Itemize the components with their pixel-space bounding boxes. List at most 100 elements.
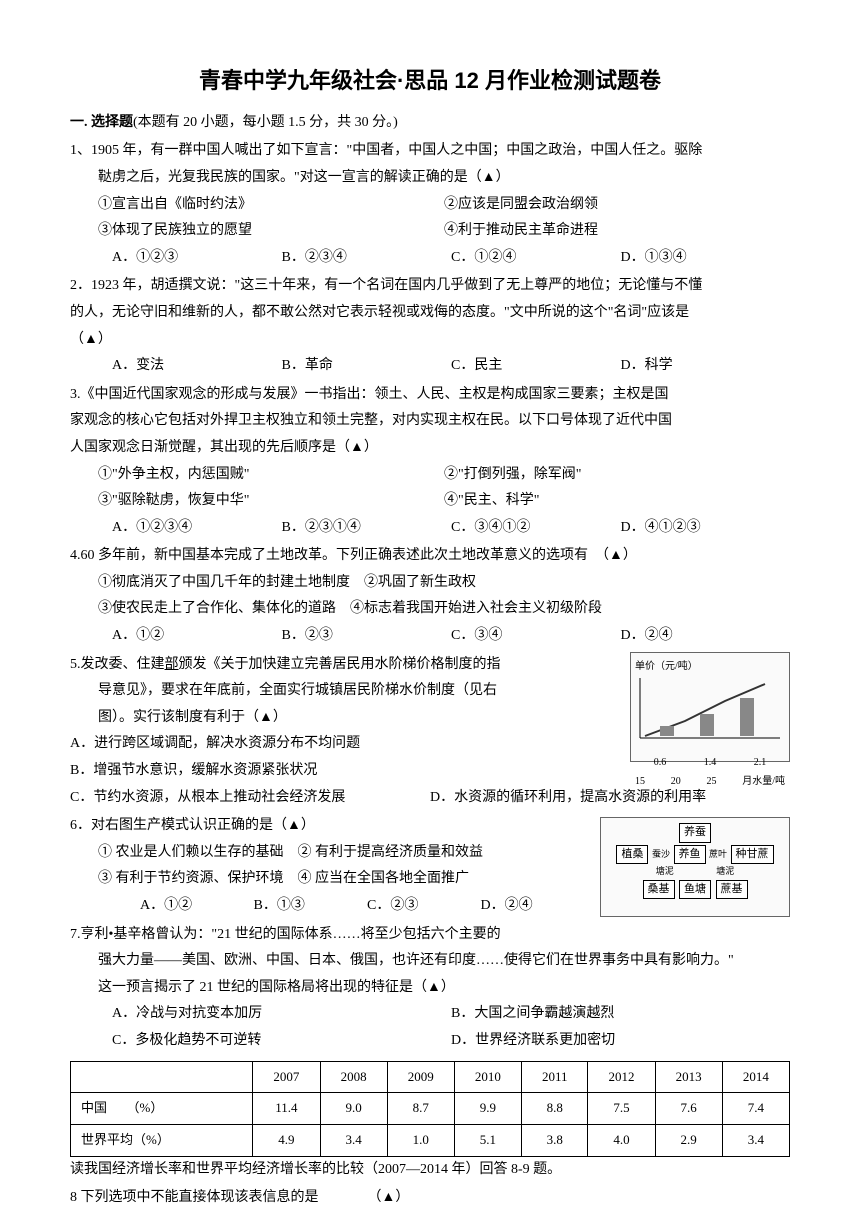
table-header: 2009 <box>387 1061 454 1093</box>
q4-choice-a: A．①② <box>112 623 282 650</box>
q6-choice-d: D．②④ <box>481 893 595 920</box>
q4-choice-d: D．②④ <box>621 623 791 650</box>
table-cell: 7.5 <box>588 1093 655 1125</box>
q1-opt3: ③体现了民族独立的愿望 <box>98 218 444 245</box>
diagram-box: 种甘蔗 <box>731 845 774 864</box>
q5-choice-c: C．节约水资源，从根本上推动社会经济发展 <box>70 785 430 812</box>
q3-choice-a: A．①②③④ <box>112 515 282 542</box>
chart-svg <box>635 676 785 746</box>
q6-choice-a: A．①② <box>140 893 254 920</box>
table-cell: 2.9 <box>655 1124 722 1156</box>
table-cell: 11.4 <box>253 1093 320 1125</box>
table-header: 2008 <box>320 1061 387 1093</box>
table-row: 世界平均（%） 4.9 3.4 1.0 5.1 3.8 4.0 2.9 3.4 <box>71 1124 790 1156</box>
q7-choice-d: D．世界经济联系更加密切 <box>451 1028 790 1055</box>
q1-choice-b: B．②③④ <box>282 245 452 272</box>
q3-opt3: ③"驱除鞑虏，恢复中华" <box>98 488 444 515</box>
table-row: 中国 （%） 11.4 9.0 8.7 9.9 8.8 7.5 7.6 7.4 <box>71 1093 790 1125</box>
q3-opt1: ①"外争主权，内惩国贼" <box>98 462 444 489</box>
q4-stem: 4.60 多年前，新中国基本完成了土地改革。下列正确表述此次土地改革意义的选项有… <box>70 543 790 570</box>
diagram-box: 蔗基 <box>716 880 748 899</box>
q4-choice-c: C．③④ <box>451 623 621 650</box>
q1-stem-line2: 鞑虏之后，光复我民族的国家。"对这一宣言的解读正确的是（▲） <box>70 165 790 192</box>
question-7: 7.亨利•基辛格曾认为："21 世纪的国际体系……将至少包括六个主要的 强大力量… <box>70 922 790 1055</box>
table-cell: 5.1 <box>454 1124 521 1156</box>
question-6: 养蚕 植桑 蚕沙 养鱼 蔗叶 种甘蔗 塘泥 塘泥 桑基 鱼塘 蔗基 6．对右图生… <box>70 813 790 919</box>
question-2: 2．1923 年，胡适撰文说："这三十年来，有一个名词在国内几乎做到了无上尊严的… <box>70 273 790 379</box>
q1-stem-line1: 1、1905 年，有一群中国人喊出了如下宣言："中国者，中国人之中国；中国之政治… <box>70 138 790 165</box>
diagram-box: 养蚕 <box>679 823 711 842</box>
q3-stem-line3: 人国家观念日渐觉醒，其出现的先后顺序是（▲） <box>70 435 790 462</box>
q7-choice-c: C．多极化趋势不可逆转 <box>112 1028 451 1055</box>
q1-choice-c: C．①②④ <box>451 245 621 272</box>
diagram-label: 塘泥 <box>656 866 674 876</box>
q3-opt4: ④"民主、科学" <box>444 488 790 515</box>
q2-choice-b: B．革命 <box>282 353 452 380</box>
table-cell: 1.0 <box>387 1124 454 1156</box>
q7-choice-b: B．大国之间争霸越演越烈 <box>451 1001 790 1028</box>
q3-stem-line2: 家观念的核心它包括对外捍卫主权独立和领土完整，对内实现主权在民。以下口号体现了近… <box>70 408 790 435</box>
diagram-box: 鱼塘 <box>679 880 711 899</box>
diagram-box: 植桑 <box>616 845 648 864</box>
section-label: 一. 选择题 <box>70 115 133 130</box>
chart-y-label: 单价（元/吨） <box>635 657 785 676</box>
q7-stem-line3: 这一预言揭示了 21 世纪的国际格局将出现的特征是（▲） <box>70 975 790 1002</box>
q3-choice-c: C．③④①② <box>451 515 621 542</box>
table-header: 2014 <box>722 1061 789 1093</box>
table-caption: 读我国经济增长率和世界平均经济增长率的比较（2007—2014 年）回答 8-9… <box>70 1157 790 1184</box>
q6-choice-b: B．①③ <box>254 893 368 920</box>
q2-stem-line3: （▲） <box>70 327 790 354</box>
diagram-box: 桑基 <box>643 880 675 899</box>
table-cell: 7.4 <box>722 1093 789 1125</box>
table-header: 2013 <box>655 1061 722 1093</box>
q6-choice-c: C．②③ <box>367 893 481 920</box>
page-title: 青春中学九年级社会·思品 12 月作业检测试题卷 <box>70 60 790 102</box>
q7-stem-line1: 7.亨利•基辛格曾认为："21 世纪的国际体系……将至少包括六个主要的 <box>70 922 790 949</box>
eco-diagram: 养蚕 植桑 蚕沙 养鱼 蔗叶 种甘蔗 塘泥 塘泥 桑基 鱼塘 蔗基 <box>600 817 790 917</box>
question-3: 3.《中国近代国家观念的形成与发展》一书指出：领土、人民、主权是构成国家三要素；… <box>70 382 790 542</box>
section-1-header: 一. 选择题(本题有 20 小题，每小题 1.5 分，共 30 分。) <box>70 110 790 137</box>
q2-stem-line1: 2．1923 年，胡适撰文说："这三十年来，有一个名词在国内几乎做到了无上尊严的… <box>70 273 790 300</box>
question-4: 4.60 多年前，新中国基本完成了土地改革。下列正确表述此次土地改革意义的选项有… <box>70 543 790 649</box>
table-header-row: 2007 2008 2009 2010 2011 2012 2013 2014 <box>71 1061 790 1093</box>
q4-choice-b: B．②③ <box>282 623 452 650</box>
q8-stem: 8 下列选项中不能直接体现该表信息的是 （▲） <box>70 1185 790 1212</box>
chart-val-3: 2.1 <box>754 753 767 772</box>
diagram-box: 养鱼 <box>674 845 706 864</box>
table-cell: 世界平均（%） <box>71 1124 253 1156</box>
q5-stem-post: 颁发《关于加快建立完善居民用水阶梯价格制度的指 <box>179 657 501 672</box>
table-cell: 8.7 <box>387 1093 454 1125</box>
table-cell: 4.0 <box>588 1124 655 1156</box>
q2-stem-line2: 的人，无论守旧和维新的人，都不敢公然对它表示轻视或戏侮的态度。"文中所说的这个"… <box>70 300 790 327</box>
chart-val-1: 0.6 <box>654 753 667 772</box>
q3-opt2: ②"打倒列强，除军阀" <box>444 462 790 489</box>
q3-choice-d: D．④①②③ <box>621 515 791 542</box>
table-header: 2010 <box>454 1061 521 1093</box>
q1-opt2: ②应该是同盟会政治纲领 <box>444 192 790 219</box>
price-chart: 单价（元/吨） 0.6 1.4 2.1 15 20 25 月水量/吨 <box>630 652 790 762</box>
q1-choice-d: D．①③④ <box>621 245 791 272</box>
diagram-label: 蔗叶 <box>709 849 727 859</box>
q5-choice-d: D．水资源的循环利用，提高水资源的利用率 <box>430 785 790 812</box>
table-cell: 3.4 <box>320 1124 387 1156</box>
question-5: 单价（元/吨） 0.6 1.4 2.1 15 20 25 月水量/吨 5.发改委… <box>70 652 790 812</box>
q5-underline: 部 <box>165 657 179 672</box>
table-cell: 9.9 <box>454 1093 521 1125</box>
table-cell: 4.9 <box>253 1124 320 1156</box>
q1-opt4: ④利于推动民主革命进程 <box>444 218 790 245</box>
q3-choice-b: B．②③①④ <box>282 515 452 542</box>
table-header: 2007 <box>253 1061 320 1093</box>
q5-stem-pre: 5.发改委、住建 <box>70 657 165 672</box>
q2-choice-c: C．民主 <box>451 353 621 380</box>
growth-rate-table: 2007 2008 2009 2010 2011 2012 2013 2014 … <box>70 1061 790 1157</box>
q4-opt-line2: ③使农民走上了合作化、集体化的道路 ④标志着我国开始进入社会主义初级阶段 <box>70 596 790 623</box>
chart-val-2: 1.4 <box>704 753 717 772</box>
q2-choice-d: D．科学 <box>621 353 791 380</box>
table-header: 2012 <box>588 1061 655 1093</box>
q2-choice-a: A．变法 <box>112 353 282 380</box>
q3-stem-line1: 3.《中国近代国家观念的形成与发展》一书指出：领土、人民、主权是构成国家三要素；… <box>70 382 790 409</box>
diagram-label: 蚕沙 <box>652 849 670 859</box>
table-cell: 7.6 <box>655 1093 722 1125</box>
q1-opt1: ①宣言出自《临时约法》 <box>98 192 444 219</box>
q1-choice-a: A．①②③ <box>112 245 282 272</box>
